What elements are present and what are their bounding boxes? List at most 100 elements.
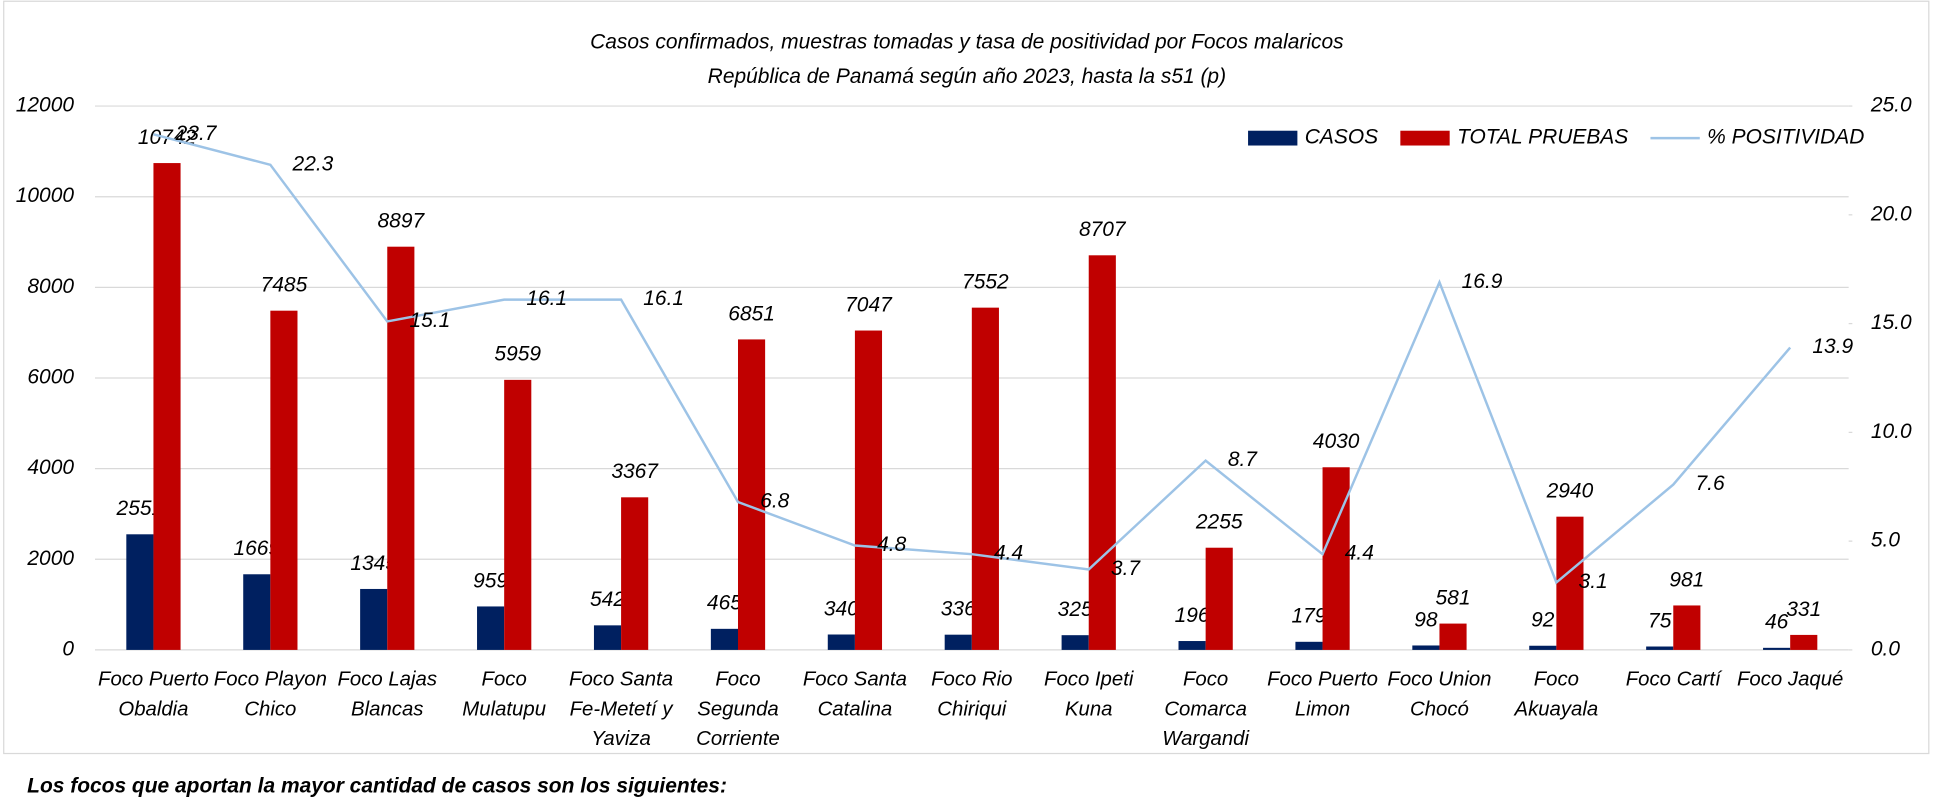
legend-label: CASOS xyxy=(1305,126,1378,149)
x-tick-label-box: Foco Rio Chiriqui xyxy=(931,668,1013,721)
y2-tick-label: 10.0 xyxy=(1871,420,1912,443)
line-data-label: 16.1 xyxy=(643,287,684,310)
x-tick-label-box: Foco Playon Chico xyxy=(213,668,327,721)
y2-tick-label: 5.0 xyxy=(1871,529,1900,552)
data-label: 959 xyxy=(473,569,508,592)
x-tick-label-box: Foco Akuayala xyxy=(1514,668,1599,721)
data-label: 196 xyxy=(1175,604,1210,627)
chart-subtitle: República de Panamá según año 2023, hast… xyxy=(708,65,1226,88)
y-tick-label: 10000 xyxy=(16,184,75,207)
bar xyxy=(710,628,738,650)
line-data-label: 4.4 xyxy=(1345,542,1374,565)
x-tick-label: Foco Playon Chico xyxy=(213,668,327,721)
y-tick-label: 0 xyxy=(62,637,74,660)
line-data-label: 8.7 xyxy=(1228,448,1258,471)
y-tick-label: 4000 xyxy=(27,456,74,479)
data-label: 92 xyxy=(1531,609,1555,632)
bar xyxy=(1529,645,1557,650)
y2-tick-label: 15.0 xyxy=(1871,311,1912,334)
bar xyxy=(477,606,505,650)
legend-swatch xyxy=(1400,130,1450,146)
data-label: 542 xyxy=(590,588,625,611)
line-data-label: 16.1 xyxy=(526,287,567,310)
x-tick-label: Foco Ipeti Kuna xyxy=(1044,668,1134,721)
bar xyxy=(243,574,271,650)
line-data-label: 16.9 xyxy=(1462,270,1503,293)
bar xyxy=(1322,467,1350,650)
x-tick-label: Foco Puerto Obaldia xyxy=(98,668,209,721)
bar xyxy=(1556,516,1584,650)
data-label: 5959 xyxy=(494,343,541,366)
bar xyxy=(621,497,649,650)
x-tick-label: Foco Segunda Corriente xyxy=(696,668,780,750)
x-tick-label: Foco Mulatupu xyxy=(462,668,547,721)
bar xyxy=(1178,641,1206,650)
y2-tick-label: 0.0 xyxy=(1871,637,1900,660)
data-label: 3367 xyxy=(611,460,659,483)
bar xyxy=(1295,641,1323,650)
line-data-label: 13.9 xyxy=(1812,335,1853,358)
x-tick-label-box: Foco Jaqué xyxy=(1737,668,1843,690)
data-label: 331 xyxy=(1786,598,1821,621)
line-data-label: 3.1 xyxy=(1579,570,1608,593)
data-label: 7485 xyxy=(261,274,308,297)
bar xyxy=(1412,645,1440,650)
x-tick-label-box: Foco Segunda Corriente xyxy=(696,668,780,750)
data-label: 98 xyxy=(1414,608,1438,631)
data-label: 1345 xyxy=(350,552,397,575)
bar xyxy=(1205,547,1233,650)
x-tick-label: Foco Lajas Blancas xyxy=(337,668,438,721)
y-tick-label: 2000 xyxy=(26,547,74,570)
bar xyxy=(504,379,532,650)
x-tick-label-box: Foco Puerto Limon xyxy=(1267,668,1378,720)
data-label: 981 xyxy=(1669,568,1704,591)
y-tick-label: 8000 xyxy=(27,275,74,298)
x-tick-label-box: Foco Union Chocó xyxy=(1387,668,1492,721)
line-data-label: 4.8 xyxy=(877,533,906,556)
data-label: 336 xyxy=(941,598,976,621)
line-data-label: 6.8 xyxy=(760,490,789,513)
x-tick-label: Foco Rio Chiriqui xyxy=(931,668,1013,721)
bar xyxy=(1673,605,1701,650)
data-label: 75 xyxy=(1648,609,1672,632)
x-tick-label: Foco Comarca Wargandi xyxy=(1162,668,1249,750)
legend-label: TOTAL PRUEBAS xyxy=(1457,126,1628,149)
x-tick-label-box: Foco Lajas Blancas xyxy=(337,668,438,721)
legend-label: % POSITIVIDAD xyxy=(1707,126,1864,149)
bar xyxy=(126,534,154,650)
bar xyxy=(360,588,388,650)
bar xyxy=(1439,623,1467,650)
line-data-label: 7.6 xyxy=(1695,472,1724,495)
data-label: 7047 xyxy=(845,293,893,316)
bar xyxy=(827,634,855,650)
line-series xyxy=(153,133,1792,585)
x-tick-label: Foco Union Chocó xyxy=(1387,668,1492,721)
bar xyxy=(270,310,298,650)
data-label: 46 xyxy=(1765,611,1789,634)
data-label: 7552 xyxy=(962,271,1009,294)
line-data-label: 3.7 xyxy=(1111,557,1141,580)
y-tick-label: 6000 xyxy=(27,366,74,389)
bar xyxy=(1763,647,1791,650)
x-tick-label-box: Foco Cartí xyxy=(1626,668,1721,690)
data-label: 2255 xyxy=(1195,511,1243,534)
x-tick-label: Foco Santa Fe-Metetí y Yaviza xyxy=(569,668,674,750)
line-data-label: 15.1 xyxy=(409,309,450,332)
data-label: 465 xyxy=(707,592,742,615)
x-tick-label: Foco Akuayala xyxy=(1514,668,1599,721)
data-label: 325 xyxy=(1058,598,1093,621)
bar xyxy=(944,634,972,650)
y-tick-label: 12000 xyxy=(16,94,75,117)
x-tick-label-box: Foco Santa Catalina xyxy=(803,668,907,720)
bar xyxy=(1061,635,1089,650)
line-data-label: 23.7 xyxy=(175,122,218,145)
bar xyxy=(854,330,883,650)
bar xyxy=(593,625,622,650)
bar xyxy=(153,163,181,650)
data-label: 581 xyxy=(1436,586,1471,609)
y2-tick-label: 25.0 xyxy=(1870,94,1912,117)
bar xyxy=(971,307,999,650)
x-tick-label-box: Foco Mulatupu xyxy=(462,668,547,721)
bar xyxy=(1790,634,1818,650)
